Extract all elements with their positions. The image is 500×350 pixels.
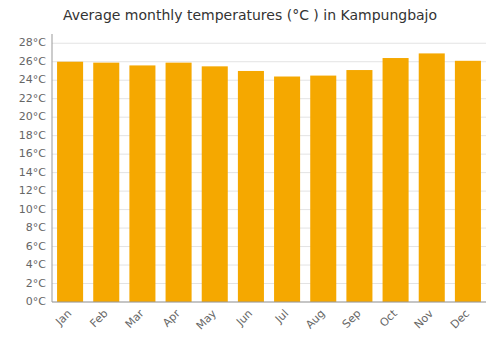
y-tick-label: 20°C	[19, 110, 46, 123]
bar	[419, 53, 445, 302]
y-tick-label: 6°C	[26, 240, 46, 253]
y-tick-label: 26°C	[19, 55, 46, 68]
x-tick-label: Apr	[160, 307, 183, 330]
bar	[93, 63, 119, 302]
x-axis-line	[52, 302, 486, 303]
title: Average monthly temperatures (°C ) in Ka…	[63, 7, 437, 23]
y-tick-label: 14°C	[19, 166, 46, 179]
y-tick-label: 10°C	[19, 203, 46, 216]
y-tick-label: 28°C	[19, 36, 46, 49]
x-tick-label: Jun	[233, 307, 255, 329]
bar	[310, 76, 336, 302]
grid-line	[52, 43, 486, 44]
y-tick-label: 0°C	[26, 295, 46, 308]
bar	[383, 58, 409, 302]
x-tick-label: Sep	[340, 307, 364, 331]
bar	[202, 66, 228, 302]
x-tick-label: Mar	[123, 307, 147, 331]
x-tick-label: May	[194, 307, 220, 333]
grid-line	[52, 302, 486, 303]
y-tick-label: 16°C	[19, 147, 46, 160]
x-tick-label: Feb	[88, 307, 111, 330]
y-tick-label: 18°C	[19, 129, 46, 142]
bars	[57, 53, 481, 302]
bar	[274, 77, 300, 302]
bar	[166, 63, 192, 302]
bar	[129, 65, 155, 302]
y-axis: 0°C 2°C 4°C 6°C 8°C 10°C 12°C 14°C 16°C 18°C 20°C 2…	[19, 36, 46, 308]
y-tick-label: 8°C	[26, 221, 46, 234]
y-tick-label: 2°C	[26, 277, 46, 290]
x-tick-label: Nov	[412, 307, 437, 332]
y-tick-label: 24°C	[19, 73, 46, 86]
x-tick-label: Aug	[303, 307, 327, 331]
grid	[52, 43, 486, 302]
bar	[57, 62, 83, 302]
bar	[346, 70, 372, 302]
y-tick-label: 12°C	[19, 184, 46, 197]
x-axis: Jan Feb Mar Apr May Jun Jul Aug Sep Oct Nov Dec	[52, 307, 472, 333]
x-tick-label: Jan	[52, 307, 74, 329]
bar	[455, 61, 481, 302]
x-tick-label: Jul	[272, 307, 291, 326]
bar	[238, 71, 264, 302]
y-axis-line	[52, 34, 53, 302]
x-tick-label: Dec	[448, 307, 472, 331]
x-tick-label: Oct	[377, 307, 400, 330]
y-tick-label: 22°C	[19, 92, 46, 105]
chart: 0°C 2°C 4°C 6°C 8°C 10°C 12°C 14°C 16°C 18°C 20°C 2…	[0, 0, 500, 350]
y-tick-label: 4°C	[26, 258, 46, 271]
